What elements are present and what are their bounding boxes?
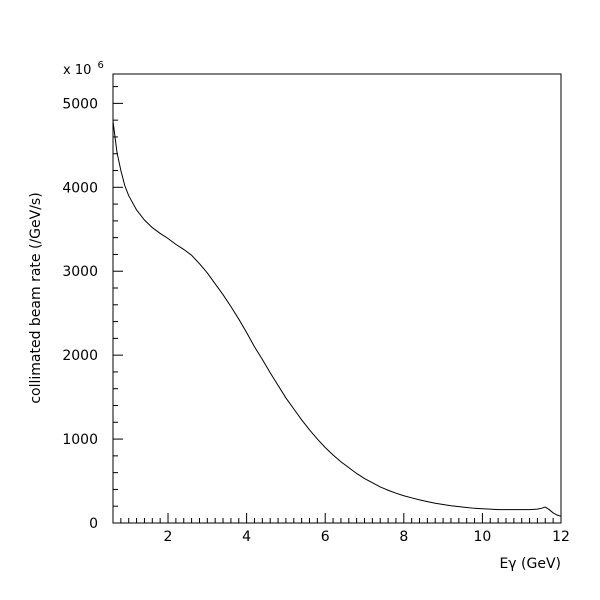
x-axis-title: Eγ (GeV) <box>499 556 561 572</box>
plot-frame <box>112 73 562 524</box>
y-tick-label: 1000 <box>62 432 98 448</box>
x-tick-label: 10 <box>473 529 491 545</box>
x-tick-label: 4 <box>242 529 251 545</box>
y-multiplier-base: x 10 <box>63 63 91 78</box>
x-tick-label: 2 <box>164 529 173 545</box>
y-tick-label: 3000 <box>62 264 98 280</box>
y-multiplier-label: x 10 6 <box>63 60 104 78</box>
y-tick-label: 4000 <box>62 180 98 196</box>
x-tick-label: 12 <box>552 529 570 545</box>
y-tick-label: 0 <box>89 516 98 532</box>
y-multiplier-exponent: 6 <box>98 60 104 71</box>
y-axis-title: collimated beam rate (/GeV/s) <box>28 192 44 403</box>
series-line <box>112 120 562 517</box>
y-tick-label: 2000 <box>62 348 98 364</box>
series-layer <box>112 120 562 517</box>
y-tick-label: 5000 <box>62 96 98 112</box>
y-axis-ticks: 0 1000 2000 3000 4000 5000 <box>62 86 123 532</box>
x-axis-ticks: 2 4 6 8 10 12 <box>120 513 570 545</box>
x-tick-label: 8 <box>399 529 408 545</box>
x-tick-label: 6 <box>321 529 330 545</box>
